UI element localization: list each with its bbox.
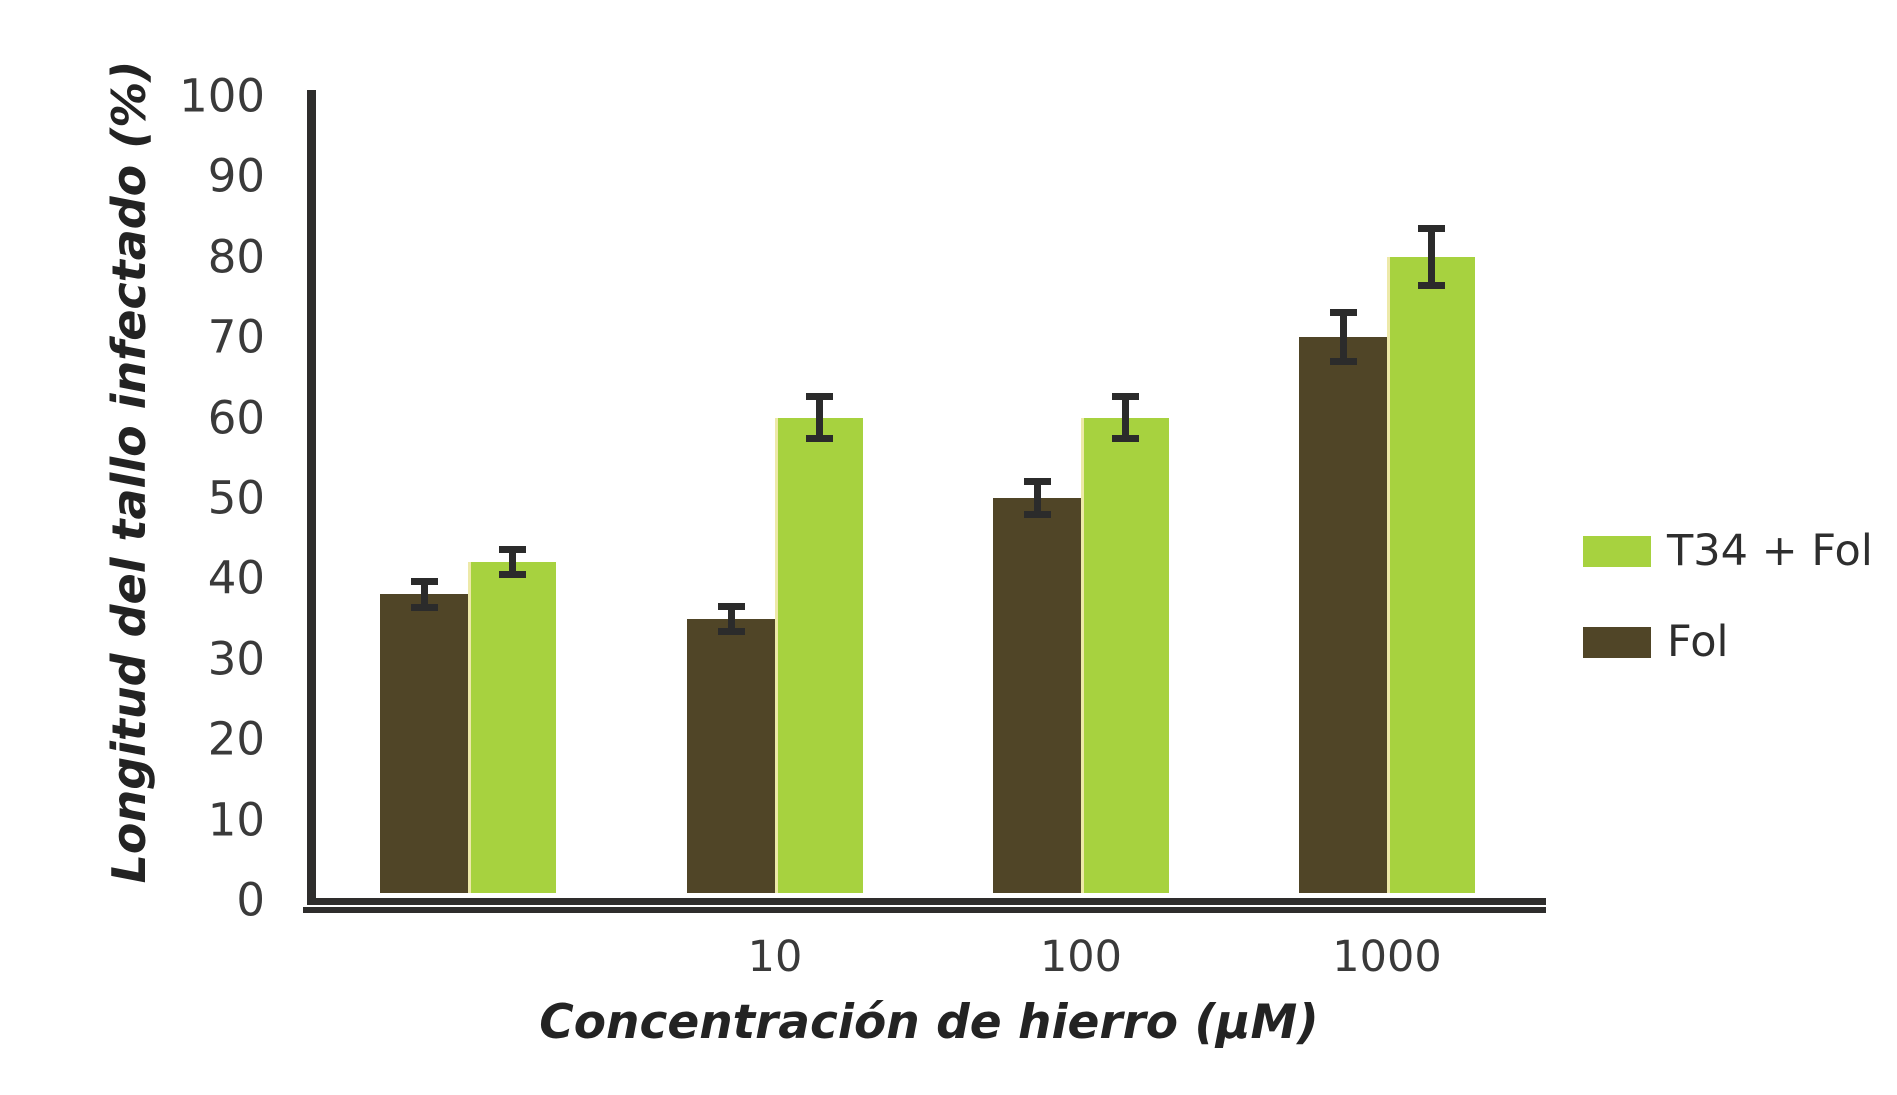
error-bar-top-cap <box>498 546 526 554</box>
error-bar-bottom-cap <box>498 571 526 579</box>
legend-swatch <box>1583 535 1651 567</box>
error-bar-fol-group1 <box>410 578 438 611</box>
error-bar-fol-group3 <box>1023 477 1051 519</box>
y-tick-label: 80 <box>207 230 265 284</box>
y-tick-label: 30 <box>207 632 265 686</box>
legend-label: T34 + Fol <box>1667 526 1873 576</box>
legend-label: Fol <box>1667 617 1729 667</box>
x-axis-line <box>307 898 1546 905</box>
error-bar-t34-fol-group4 <box>1417 224 1445 289</box>
y-axis-line <box>307 90 316 905</box>
error-bar-top-cap <box>1417 224 1445 232</box>
error-bar-top-cap <box>805 393 833 401</box>
error-bar-t34-fol-group3 <box>1111 393 1139 442</box>
y-tick-label: 90 <box>207 149 265 203</box>
x-tick-label: 100 <box>1039 932 1123 982</box>
error-bar-t34-fol-group1 <box>498 546 526 579</box>
error-bar-bottom-cap <box>805 434 833 442</box>
y-tick-label: 40 <box>207 551 265 605</box>
y-tick-label: 70 <box>207 310 265 364</box>
y-tick-label: 50 <box>207 471 265 525</box>
error-bar-stem <box>727 602 735 635</box>
y-tick-label: 100 <box>179 69 265 123</box>
error-bar-t34-fol-group2 <box>805 393 833 442</box>
bar-t34-fol-group4 <box>1387 256 1475 893</box>
x-axis-line-secondary <box>303 907 1546 913</box>
error-bar-stem <box>1427 224 1435 289</box>
error-bar-bottom-cap <box>1417 281 1445 289</box>
bar-fol-group1 <box>380 594 468 893</box>
error-bar-stem <box>1121 393 1129 442</box>
error-bar-fol-group4 <box>1329 309 1357 366</box>
x-tick-label: 1000 <box>1332 932 1442 982</box>
error-bar-stem <box>508 546 516 579</box>
error-bar-stem <box>1033 477 1041 519</box>
error-bar-top-cap <box>717 602 745 610</box>
error-bar-stem <box>1339 309 1347 366</box>
error-bar-fol-group2 <box>717 602 745 635</box>
error-bar-bottom-cap <box>410 603 438 611</box>
error-bar-top-cap <box>410 578 438 586</box>
y-tick-label: 20 <box>207 712 265 766</box>
y-tick-label: 60 <box>207 391 265 445</box>
error-bar-bottom-cap <box>1023 511 1051 519</box>
legend-item-fol: Fol <box>1583 617 1728 667</box>
bar-fol-group3 <box>993 498 1081 893</box>
error-bar-bottom-cap <box>1111 434 1139 442</box>
bar-fol-group2 <box>687 618 775 893</box>
error-bar-top-cap <box>1111 393 1139 401</box>
error-bar-top-cap <box>1023 477 1051 485</box>
bar-fol-group4 <box>1299 337 1387 893</box>
x-axis-label: Concentración de hierro (µM) <box>539 995 1319 1050</box>
error-bar-bottom-cap <box>1329 358 1357 366</box>
y-tick-label: 0 <box>236 873 265 927</box>
legend-item-t34-fol: T34 + Fol <box>1583 526 1873 576</box>
y-tick-label: 10 <box>207 793 265 847</box>
error-bar-bottom-cap <box>717 627 745 635</box>
error-bar-top-cap <box>1329 309 1357 317</box>
error-bar-stem <box>815 393 823 442</box>
bar-t34-fol-group2 <box>775 417 863 893</box>
error-bar-stem <box>420 578 428 611</box>
bar-t34-fol-group1 <box>468 562 556 893</box>
bar-t34-fol-group3 <box>1081 417 1169 893</box>
legend-swatch <box>1583 626 1651 658</box>
x-tick-label: 10 <box>747 932 803 982</box>
